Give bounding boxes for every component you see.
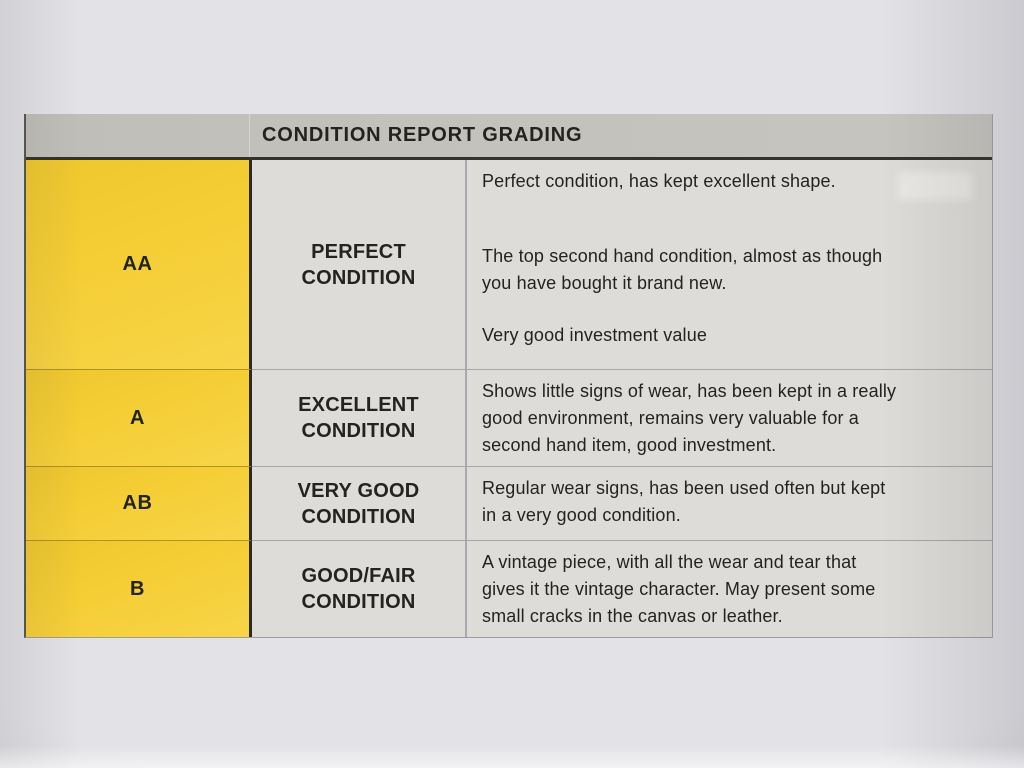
description-paragraph: The top second hand condition, almost as… (482, 246, 883, 293)
condition-cell-good-fair: GOOD/FAIR CONDITION (252, 541, 467, 637)
description-paragraph: Very good investment value (482, 325, 708, 345)
condition-cell-excellent: EXCELLENT CONDITION (252, 370, 467, 467)
grade-cell-b: B (26, 541, 252, 637)
grade-cell-aa: AA (26, 160, 252, 370)
grade-label-aa: AA (122, 253, 153, 275)
grade-cell-a: A (26, 370, 252, 467)
whiteout-patch (898, 172, 972, 200)
description-cell-ab: Regular wear signs, has been used often … (467, 467, 992, 541)
condition-label-good-fair: GOOD/FAIR CONDITION (301, 565, 416, 613)
condition-label-very-good: VERY GOOD CONDITION (297, 479, 420, 528)
table-title: CONDITION REPORT GRADING (262, 124, 583, 146)
grade-cell-ab: AB (26, 467, 252, 541)
description-cell-b: A vintage piece, with all the wear and t… (467, 541, 992, 637)
header-spacer-cell (26, 114, 250, 157)
description-paragraph: Shows little signs of wear, has been kep… (482, 381, 897, 455)
grade-label-ab: AB (122, 492, 153, 514)
table-header-row: CONDITION REPORT GRADING (26, 114, 992, 160)
condition-cell-perfect: PERFECT CONDITION (252, 160, 467, 370)
condition-label-excellent: EXCELLENT CONDITION (298, 394, 419, 442)
description-cell-aa: Perfect condition, has kept excellent sh… (467, 160, 992, 370)
description-paragraph: A vintage piece, with all the wear and t… (482, 552, 876, 626)
description-paragraph: Regular wear signs, has been used often … (482, 478, 886, 525)
condition-grading-table: CONDITION REPORT GRADING AA PERFECT COND… (24, 114, 993, 638)
condition-label-perfect: PERFECT CONDITION (301, 240, 416, 289)
condition-cell-very-good: VERY GOOD CONDITION (252, 467, 467, 541)
grade-label-b: B (129, 577, 146, 600)
description-cell-a: Shows little signs of wear, has been kep… (467, 370, 992, 467)
grade-label-a: A (129, 406, 146, 429)
